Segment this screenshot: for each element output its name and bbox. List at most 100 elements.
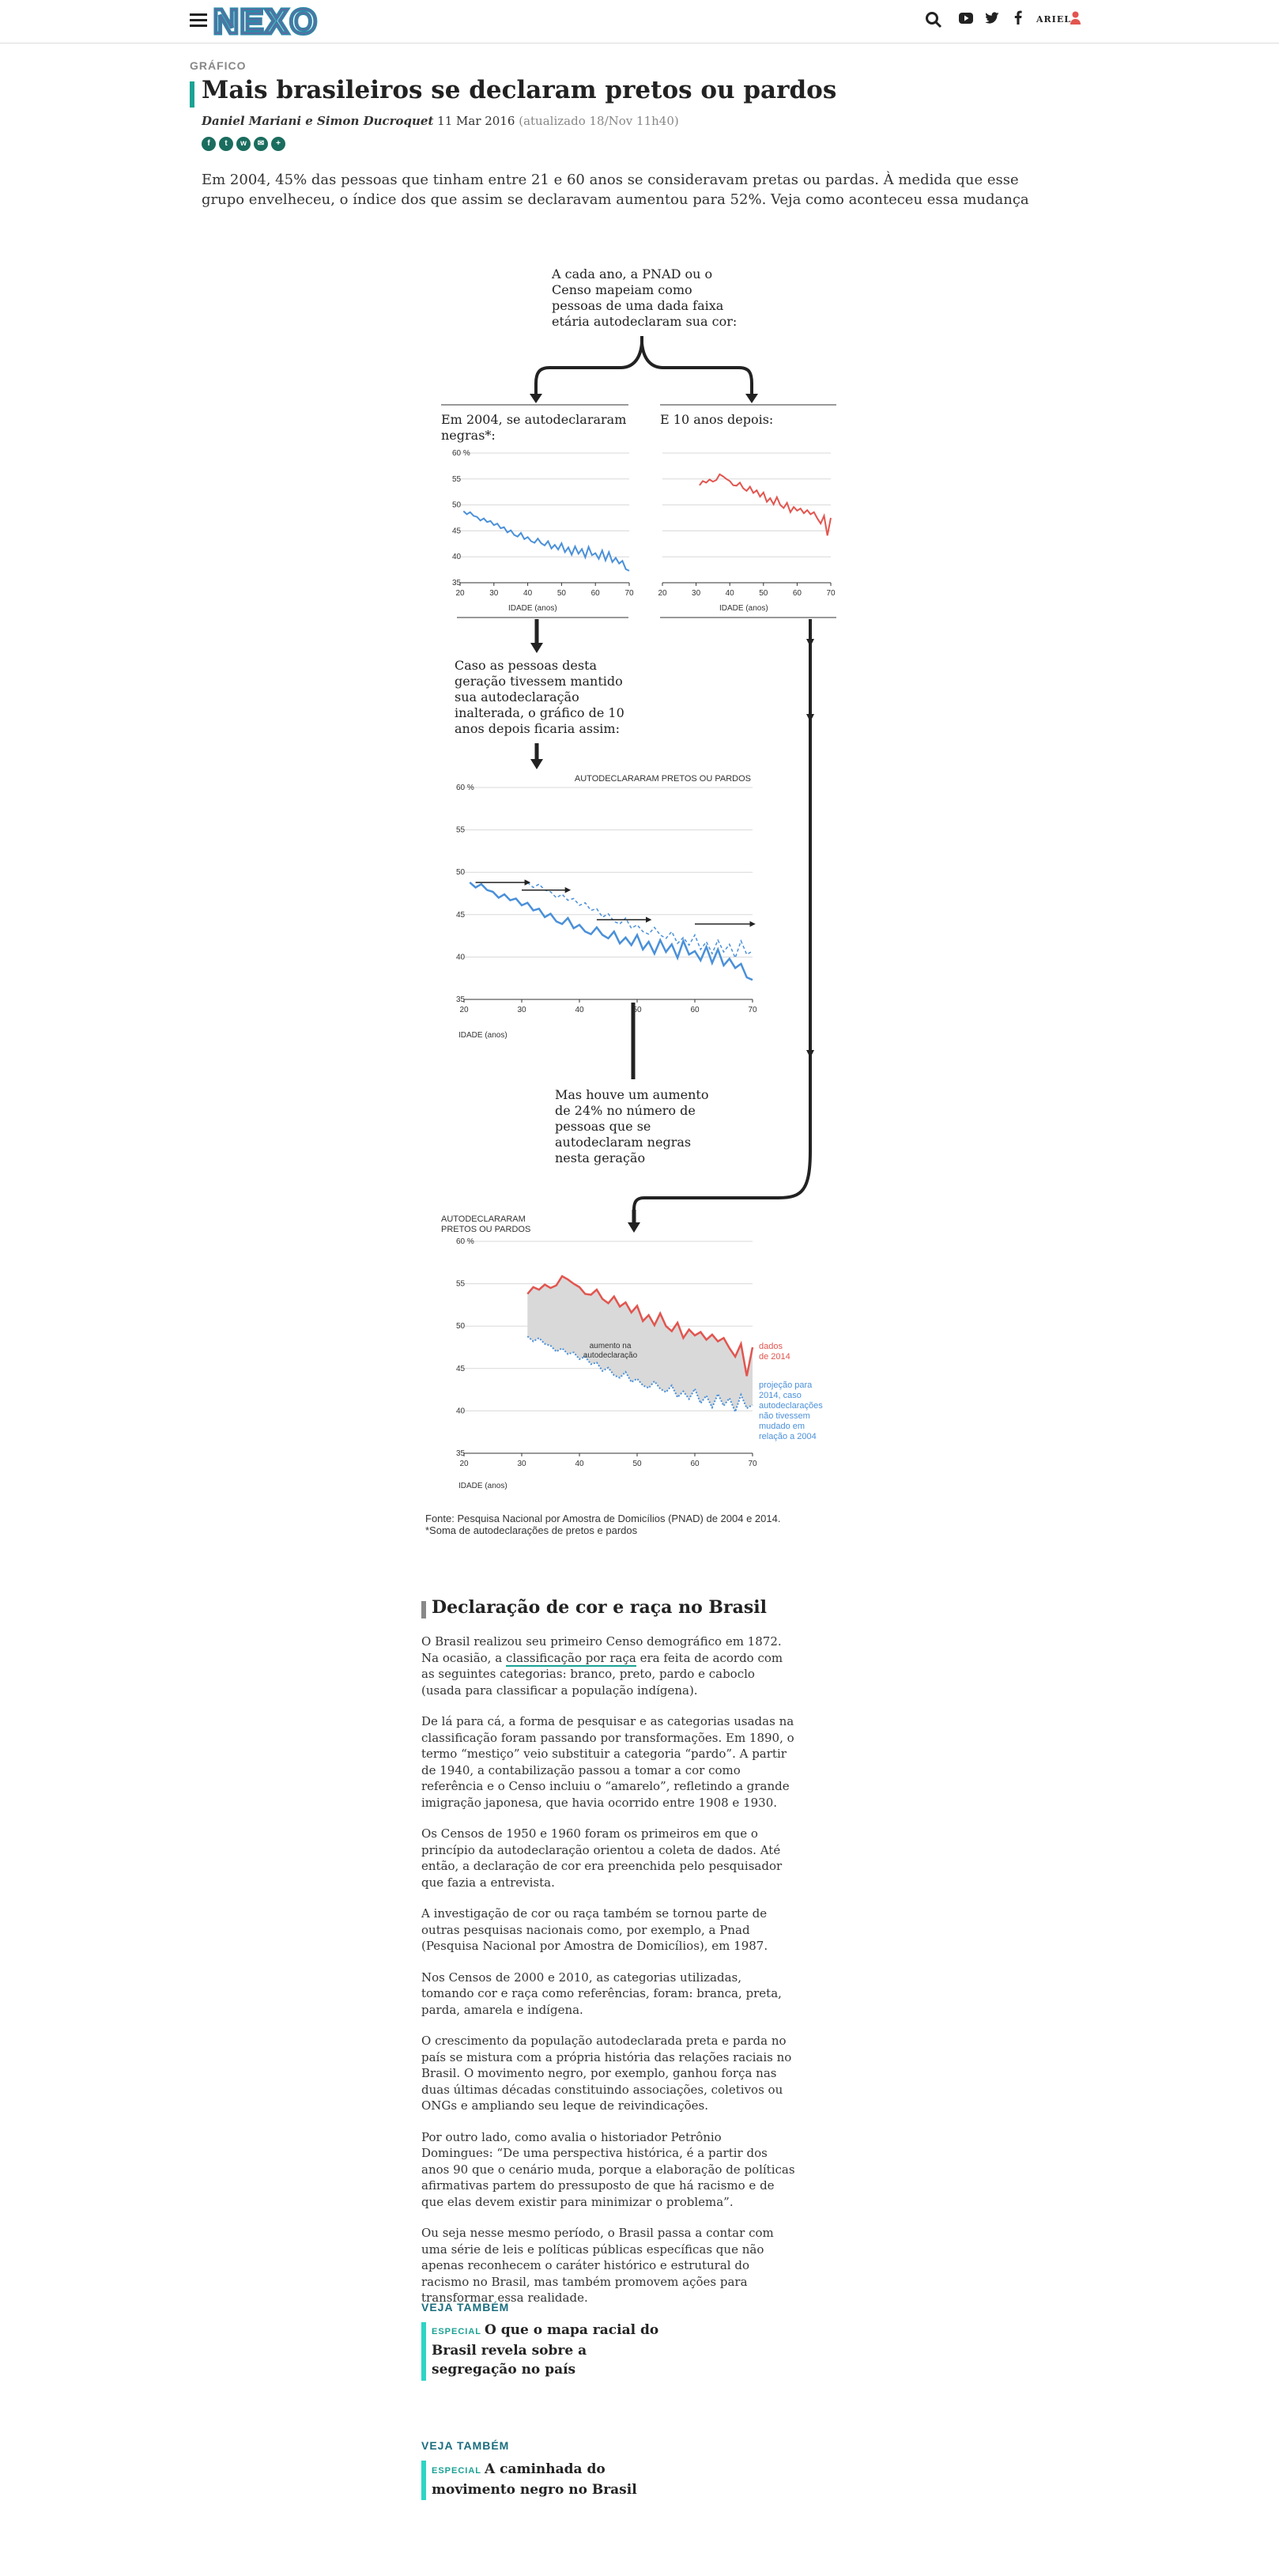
- x-tick-label: 50: [632, 1006, 642, 1014]
- y-axis-label: AUTODECLARARAM PRETOS OU PARDOS: [575, 774, 751, 784]
- y-tick-label: 60 %: [452, 449, 470, 458]
- byline: Daniel Mariani e Simon Ducroquet 11 Mar …: [202, 114, 679, 128]
- paragraph: O crescimento da população autodeclarada…: [421, 2034, 792, 2113]
- related-label: VEJA TAMBÉM: [421, 2301, 510, 2313]
- x-tick-label: 20: [459, 1006, 469, 1014]
- graphic-intro-text: A cada ano, a PNAD ou o Censo mapeiam co…: [551, 266, 737, 329]
- logo-text-accent: NEXO: [213, 3, 319, 38]
- mid-text-line: geração tivessem mantido: [455, 674, 623, 689]
- section-title: Declaração de cor e raça no Brasil: [432, 1597, 767, 1618]
- mid-text: Caso as pessoas desta geração tivessem m…: [455, 658, 624, 736]
- y-tick-label: 35: [452, 579, 462, 587]
- plus-icon[interactable]: +: [271, 137, 285, 151]
- x-tick-label: 70: [624, 589, 634, 598]
- paragraph-text: O Brasil realizou seu primeiro Censo dem…: [421, 1634, 782, 1665]
- classification-link[interactable]: classificação por raça: [505, 1650, 636, 1667]
- increase-text: Mas houve um aumento de 24% no número de…: [555, 1087, 708, 1165]
- related-link[interactable]: ESPECIAL A caminhada do movimento negro n…: [432, 2460, 669, 2499]
- mid-text-line: anos depois ficaria assim:: [455, 721, 620, 736]
- whatsapp-icon[interactable]: w: [236, 137, 251, 151]
- paragraph: Ou seja nesse mesmo período, o Brasil pa…: [421, 2226, 774, 2305]
- x-tick-label: 20: [459, 1460, 469, 1468]
- y-tick-label: 35: [456, 995, 466, 1004]
- series-2004-line: [469, 882, 753, 981]
- x-tick-label: 40: [523, 589, 533, 598]
- brace-right: [640, 342, 753, 395]
- x-axis-label: IDADE (anos): [458, 1482, 507, 1490]
- x-axis-label: IDADE (anos): [508, 604, 557, 613]
- x-tick-label: 60: [591, 589, 601, 598]
- graphic-intro-line: etária autodeclaram sua cor:: [552, 314, 737, 329]
- paragraph: A investigação de cor ou raça também se …: [421, 1906, 768, 1953]
- area-label-line: autodeclaração: [583, 1351, 638, 1360]
- y-tick-label: 45: [452, 527, 462, 535]
- mid-text-line: sua autodeclaração: [455, 689, 579, 704]
- paragraph: O Brasil realizou seu primeiro Censo dem…: [421, 1634, 797, 1698]
- y-tick-label: 40: [456, 953, 466, 961]
- y-tick-label: 45: [456, 1365, 466, 1373]
- user-icon[interactable]: [1070, 11, 1081, 25]
- legend-projection-line: autodeclarações: [759, 1401, 823, 1411]
- section-label[interactable]: GRÁFICO: [190, 59, 247, 72]
- chart-2014: E 10 anos depois: 20 30 40 50 60 70 IDADE (an…: [658, 404, 836, 618]
- legend-projection-line: projeção para: [759, 1381, 813, 1390]
- x-tick-label: 70: [748, 1006, 757, 1014]
- arrow-head: [530, 643, 543, 653]
- y-tick-label: 35: [456, 1449, 466, 1458]
- twitter-icon[interactable]: t: [219, 137, 233, 151]
- user-label[interactable]: ARIEL: [1036, 14, 1071, 25]
- y-tick-label: 50: [456, 1322, 466, 1331]
- twitter-icon[interactable]: [985, 12, 999, 24]
- related-tag: ESPECIAL: [432, 2466, 482, 2476]
- legend-2014-line: de 2014: [759, 1352, 790, 1362]
- right-connector: [632, 619, 814, 1211]
- legend-projection-line: não tivessem: [759, 1411, 810, 1421]
- y-axis-label-line: PRETOS OU PARDOS: [441, 1225, 530, 1234]
- area-label-line: aumento na: [590, 1342, 632, 1350]
- related-accent-bar: [421, 2322, 426, 2381]
- email-icon[interactable]: ✉: [254, 137, 268, 151]
- y-tick-label: 40: [452, 553, 462, 561]
- y-tick-label: 60 %: [456, 784, 474, 792]
- y-tick-label: 55: [452, 475, 462, 484]
- related-tag: ESPECIAL: [432, 2327, 482, 2336]
- increase-text-line: nesta geração: [555, 1150, 645, 1165]
- series-2014-line: [699, 473, 832, 536]
- menu-icon[interactable]: [190, 13, 207, 28]
- intro-text: Em 2004, 45% das pessoas que tinham entr…: [202, 172, 1029, 208]
- series-projection-line: [526, 1335, 753, 1415]
- graphic-intro-line: pessoas de uma dada faixa: [552, 298, 724, 313]
- source-line: Fonte: Pesquisa Nacional por Amostra de …: [425, 1513, 781, 1524]
- youtube-icon[interactable]: [959, 13, 973, 24]
- source-note: Fonte: Pesquisa Nacional por Amostra de …: [425, 1513, 780, 1536]
- logo[interactable]: NEXO NEXO: [213, 3, 340, 38]
- logo-text: NEXO: [213, 3, 319, 38]
- x-tick-label: 50: [557, 589, 567, 598]
- x-tick-label: 20: [455, 589, 465, 598]
- paragraph: Por outro lado, como avalia o historiado…: [421, 2129, 795, 2209]
- x-tick-label: 30: [692, 589, 701, 598]
- chart-comparison: AUTODECLARARAM PRETOS OU PARDOS 35 40 45 50…: [441, 1214, 823, 1490]
- chart-2004: Em 2004, se autodeclararam negras*: 35 40…: [441, 404, 634, 618]
- facebook-icon[interactable]: [1014, 10, 1022, 25]
- search-icon[interactable]: [925, 11, 942, 28]
- x-tick-label: 30: [517, 1460, 526, 1468]
- x-tick-label: 40: [726, 589, 735, 598]
- facebook-icon[interactable]: f: [202, 137, 216, 151]
- related-label: VEJA TAMBÉM: [421, 2439, 510, 2452]
- y-tick-label: 40: [456, 1407, 466, 1415]
- related-link[interactable]: ESPECIAL O que o mapa racial do Brasil re…: [432, 2321, 669, 2379]
- legend-projection-line: 2014, caso: [759, 1391, 802, 1400]
- x-tick-label: 40: [575, 1006, 584, 1014]
- series-2004-line: [462, 510, 630, 572]
- series-2014-line: [526, 1275, 754, 1377]
- paragraph-text: era feita de acordo com as seguintes cat…: [421, 1650, 783, 1698]
- y-tick-label: 50: [452, 501, 462, 510]
- authors: Daniel Mariani e Simon Ducroquet: [202, 114, 434, 128]
- x-tick-label: 70: [826, 589, 836, 598]
- related-title: A caminhada do movimento negro no Brasil: [432, 2461, 637, 2498]
- arrow-head: [628, 1222, 640, 1233]
- mid-text-line: inalterada, o gráfico de 10: [455, 705, 624, 720]
- chart-title: E 10 anos depois:: [660, 412, 773, 427]
- share-buttons: f t w ✉ +: [202, 137, 285, 151]
